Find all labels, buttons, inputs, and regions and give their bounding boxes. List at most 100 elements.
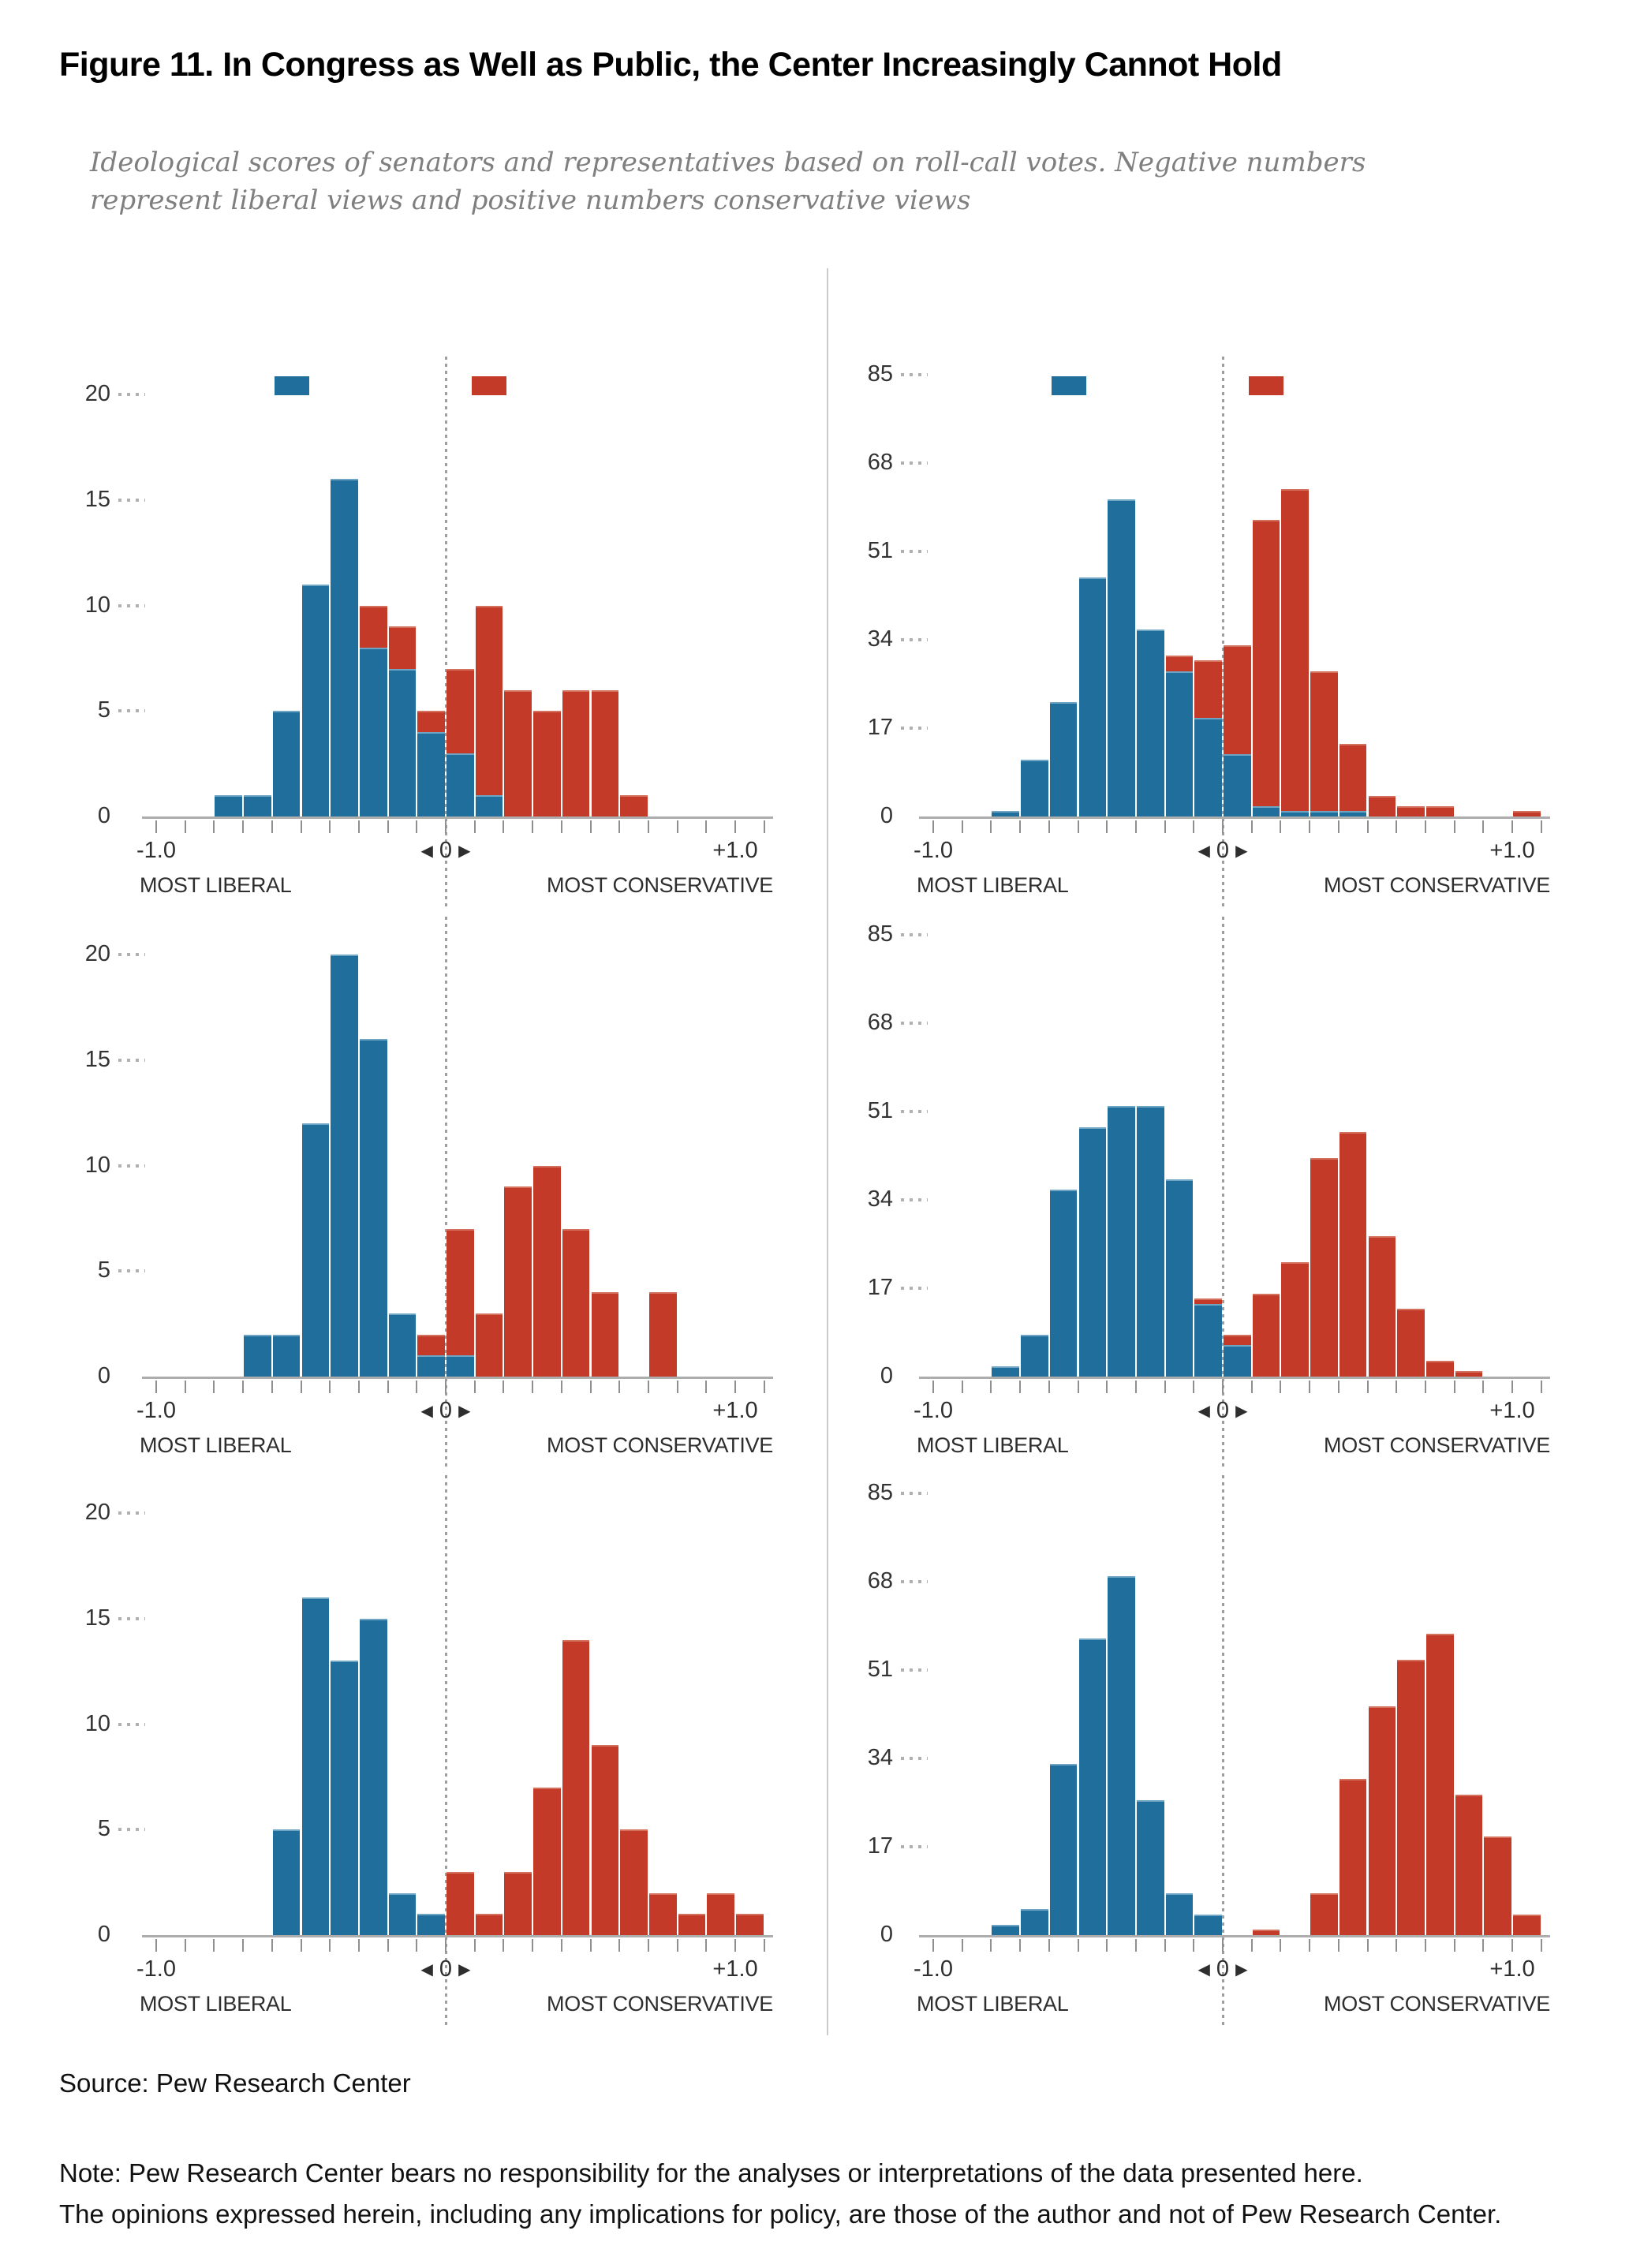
bar-democrat-segment <box>475 795 503 816</box>
bar-republican-segment <box>1310 1158 1338 1377</box>
zero-reference-line <box>1222 917 1224 1469</box>
x-axis-tick <box>589 1381 592 1393</box>
x-axis-tick <box>416 1381 418 1393</box>
x-label-min: -1.0 <box>136 838 176 863</box>
bar-republican-segment <box>591 1292 619 1377</box>
bar-democrat-segment <box>1049 702 1078 816</box>
most-conservative-label: MOST CONSERVATIVE <box>1324 1992 1550 2016</box>
zero-left-arrow-icon: ◀ <box>1198 1403 1210 1420</box>
bar-democrat-segment <box>1165 1179 1194 1377</box>
x-axis-tick <box>242 1381 245 1393</box>
most-conservative-label: MOST CONSERVATIVE <box>1324 1433 1550 1457</box>
zero-left-arrow-icon: ◀ <box>420 1961 433 1978</box>
zero-left-arrow-icon: ◀ <box>1198 1961 1210 1978</box>
x-axis-tick <box>1222 820 1224 833</box>
bar-democrat-segment <box>272 711 301 816</box>
x-axis-tick <box>589 1939 592 1952</box>
zero-left-arrow-icon: ◀ <box>420 843 433 860</box>
x-axis-tick <box>1280 1939 1282 1952</box>
y-axis-tick-label: 68 <box>867 1568 893 1594</box>
bar-democrat-segment <box>331 955 358 1377</box>
legend-republicans-swatch <box>472 376 506 395</box>
y-axis-gridline-dots <box>118 1616 145 1620</box>
y-axis-gridline-dots <box>901 727 928 730</box>
x-axis-tick <box>705 1381 708 1393</box>
most-liberal-label: MOST LIBERAL <box>140 1433 292 1457</box>
x-axis-tick <box>357 1939 360 1952</box>
y-axis-gridline-dots <box>901 1198 928 1201</box>
x-axis-tick <box>213 820 215 833</box>
x-axis-tick <box>1482 1381 1485 1393</box>
y-axis-gridline-dots <box>901 638 928 641</box>
x-axis-tick <box>1540 1381 1542 1393</box>
y-axis-gridline-dots <box>901 1287 928 1290</box>
y-axis-tick-label: 68 <box>867 1010 893 1035</box>
bar-democrat-segment <box>388 1892 417 1935</box>
y-axis-gridline-dots <box>118 1164 145 1168</box>
zero-label: 0 <box>1209 1956 1236 1982</box>
x-label-zero: ◀ 0 ▶ <box>1168 838 1278 864</box>
x-label-min: -1.0 <box>914 1956 953 1982</box>
x-label-zero: ◀ 0 ▶ <box>1168 1956 1278 1982</box>
column-divider <box>827 268 828 2035</box>
x-axis-tick <box>184 1939 186 1952</box>
bar-republican-segment <box>1513 811 1541 816</box>
bar-republican-segment <box>388 626 417 669</box>
zero-label: 0 <box>1209 838 1236 863</box>
bar-republican-segment <box>446 668 474 753</box>
x-axis-tick <box>503 1381 505 1393</box>
x-axis-tick <box>1106 1939 1108 1952</box>
bar-republican-segment <box>1194 660 1222 718</box>
x-axis-tick <box>1396 1939 1398 1952</box>
bar-republican-segment <box>1368 1706 1396 1935</box>
x-axis-line <box>142 1935 773 1937</box>
bar-democrat-segment <box>1021 1335 1048 1377</box>
y-axis-tick-label: 85 <box>867 361 893 387</box>
x-axis-tick <box>1164 1939 1166 1952</box>
bar-republican-segment <box>533 711 561 816</box>
most-liberal-label: MOST LIBERAL <box>140 1992 292 2016</box>
y-axis-tick-label: 15 <box>84 1605 110 1631</box>
x-axis-tick <box>1164 820 1166 833</box>
bar-republican-segment <box>446 1228 474 1356</box>
bar-republican-segment <box>1425 1361 1454 1377</box>
bar-democrat-segment <box>1108 1106 1135 1377</box>
bar-republican-segment <box>1425 805 1454 816</box>
bar-republican-segment <box>1397 805 1425 816</box>
x-axis-tick <box>532 1381 534 1393</box>
x-axis-tick <box>560 1939 562 1952</box>
x-axis-tick <box>1048 820 1050 833</box>
bar-republican-segment <box>1224 645 1251 754</box>
zero-label: 0 <box>432 838 459 863</box>
x-axis-tick <box>1366 1381 1369 1393</box>
y-axis-gridline-dots <box>901 1492 928 1495</box>
x-axis-tick <box>1309 1381 1311 1393</box>
x-axis-tick <box>1250 1939 1253 1952</box>
y-axis-gridline-dots <box>118 1269 145 1273</box>
x-axis-tick <box>647 1939 649 1952</box>
x-axis-tick <box>961 1381 963 1393</box>
bar-democrat-segment <box>215 795 243 816</box>
bar-republican-segment <box>504 1871 532 1935</box>
x-axis-tick <box>1396 820 1398 833</box>
y-axis-gridline-dots <box>901 550 928 553</box>
y-axis-tick-label: 20 <box>84 941 110 966</box>
bar-republican-segment <box>359 605 387 648</box>
x-axis-tick <box>1424 1381 1426 1393</box>
x-axis-tick <box>155 1939 157 1952</box>
x-axis-tick <box>1222 1381 1224 1393</box>
bar-republican-segment <box>533 1787 561 1935</box>
x-axis-line <box>919 1377 1550 1379</box>
bar-democrat-segment <box>417 732 445 816</box>
bar-democrat-segment <box>1136 1799 1164 1935</box>
y-axis-gridline-dots <box>118 1511 145 1515</box>
x-axis-tick <box>705 1939 708 1952</box>
x-axis-tick <box>1337 1939 1339 1952</box>
y-axis-tick-label: 17 <box>867 1833 893 1859</box>
x-axis-tick <box>1250 1381 1253 1393</box>
most-conservative-label: MOST CONSERVATIVE <box>1324 873 1550 897</box>
bar-democrat-segment <box>992 1366 1020 1377</box>
x-axis-tick <box>763 1939 765 1952</box>
bar-democrat-segment <box>388 1313 417 1377</box>
x-label-zero: ◀ 0 ▶ <box>390 1398 501 1424</box>
